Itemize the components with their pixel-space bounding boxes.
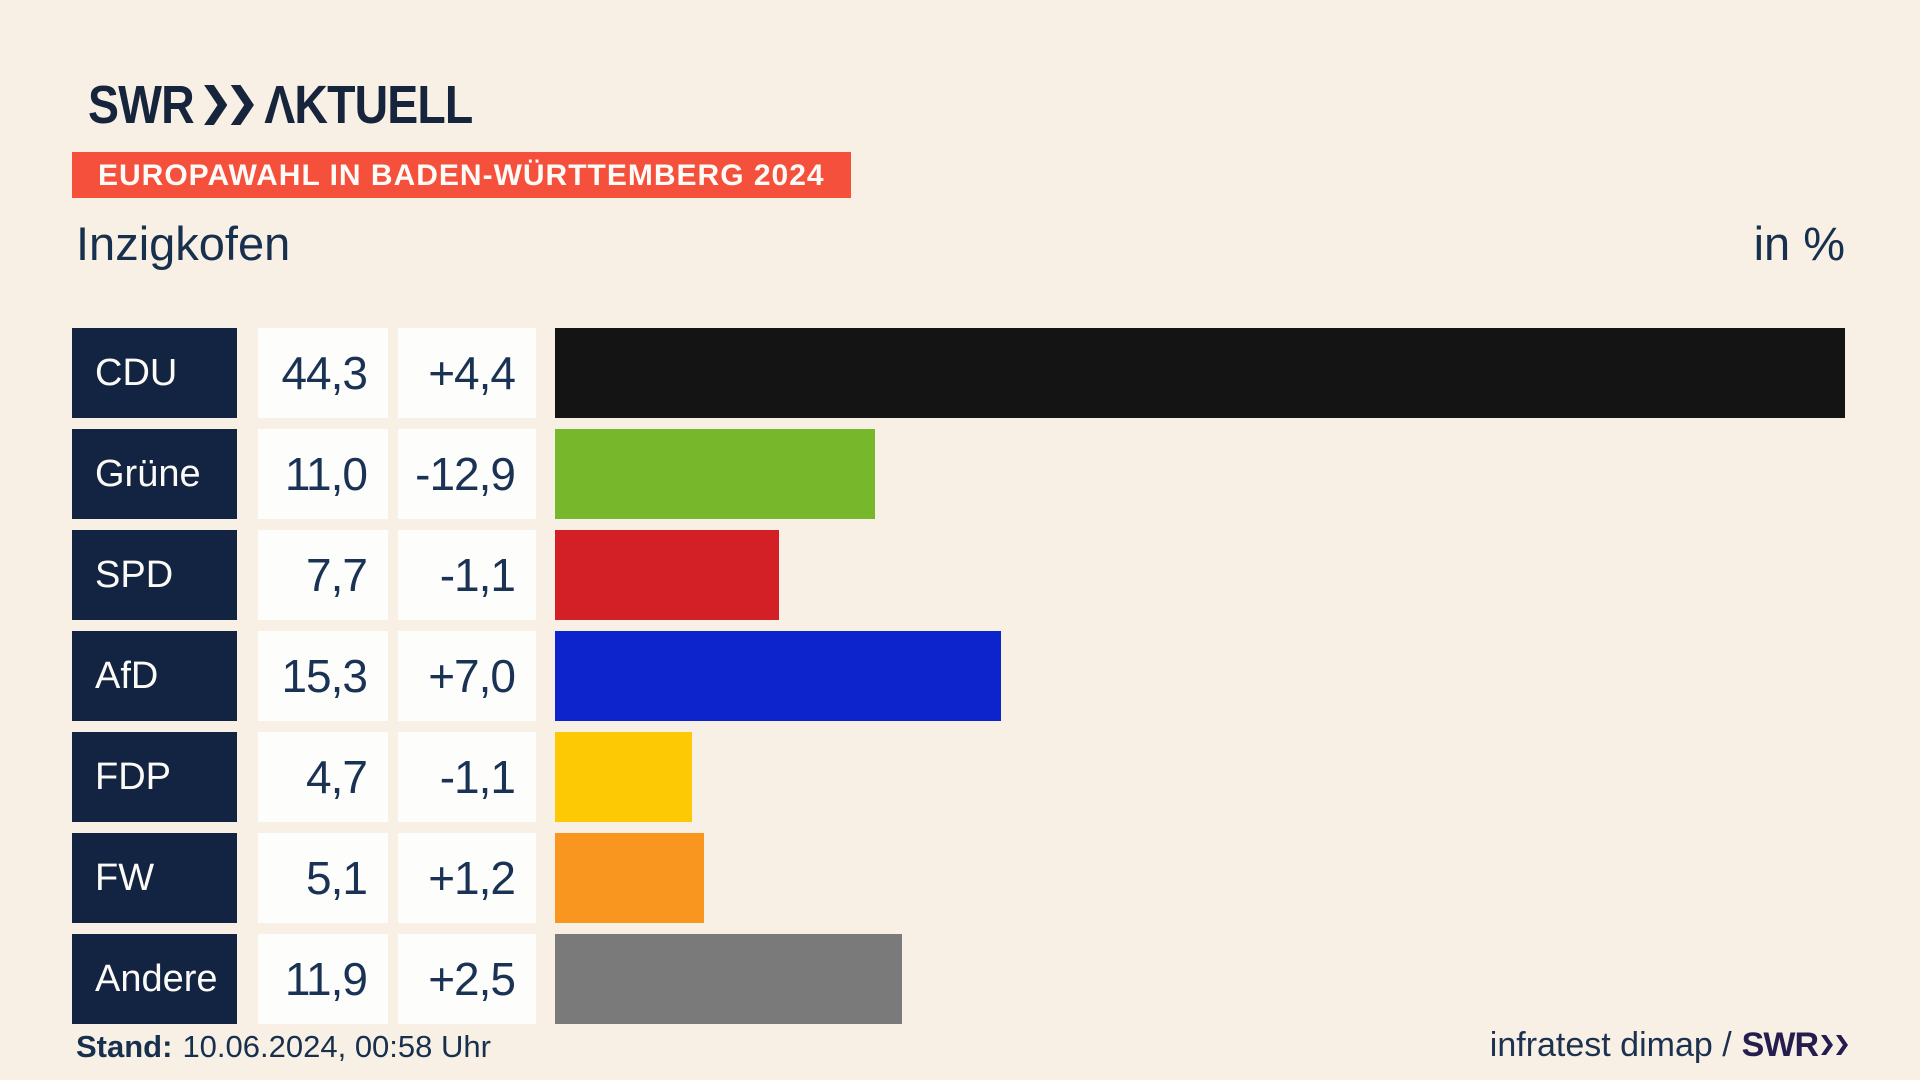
municipality-title: Inzigkofen: [76, 217, 291, 270]
stand-value: 10.06.2024, 00:58 Uhr: [182, 1029, 491, 1064]
party-value-box: 4,7: [258, 732, 388, 822]
bar-afd: [555, 631, 1001, 721]
party-value: 7,7: [306, 549, 368, 601]
party-name: Andere: [95, 957, 218, 1000]
stand-label: Stand:: [76, 1029, 173, 1064]
aktuell-logo-text: ΛKTUELL: [264, 75, 473, 135]
party-change-box: -1,1: [398, 732, 536, 822]
party-value: 44,3: [281, 347, 368, 399]
bar-grune: [555, 429, 875, 519]
chevron-right-icon: [204, 85, 228, 125]
party-row-grune: Grüne 11,0 -12,9: [72, 429, 1848, 519]
results-bar-chart: CDU 44,3 +4,4 Grüne 11,0 -12,9: [72, 328, 1848, 1024]
party-row-fw: FW 5,1 +1,2: [72, 833, 1848, 923]
party-row-spd: SPD 7,7 -1,1: [72, 530, 1848, 620]
party-label-box: FDP: [72, 732, 237, 822]
swr-logo-small: SWR: [1742, 1022, 1848, 1068]
party-change-box: +1,2: [398, 833, 536, 923]
party-name: AfD: [95, 654, 159, 697]
party-label-box: Andere: [72, 934, 237, 1024]
bar-cdu: [555, 328, 1845, 418]
party-change: +7,0: [428, 650, 516, 702]
party-change: +4,4: [428, 347, 516, 399]
election-banner: EUROPAWAHL IN BADEN-WÜRTTEMBERG 2024: [72, 152, 851, 198]
party-value: 11,0: [284, 448, 368, 500]
party-name: FDP: [95, 755, 171, 798]
party-value-box: 7,7: [258, 530, 388, 620]
party-value-box: 11,9: [258, 934, 388, 1024]
party-change: -1,1: [439, 549, 516, 601]
party-value-box: 44,3: [258, 328, 388, 418]
chevron-right-icon: [230, 85, 254, 125]
party-name: FW: [95, 856, 155, 899]
unit-label: in %: [1753, 217, 1845, 270]
party-row-andere: Andere 11,9 +2,5: [72, 934, 1848, 1024]
party-value-box: 11,0: [258, 429, 388, 519]
party-value-box: 5,1: [258, 833, 388, 923]
chevron-right-icon: [1821, 1035, 1833, 1055]
party-change-box: -1,1: [398, 530, 536, 620]
party-name: Grüne: [95, 452, 201, 495]
party-change: +1,2: [428, 852, 516, 904]
party-change: -1,1: [439, 751, 516, 803]
swr-aktuell-logo: SWR ΛKTUELL: [88, 75, 473, 135]
party-label-box: CDU: [72, 328, 237, 418]
bar-fdp: [555, 732, 692, 822]
party-row-cdu: CDU 44,3 +4,4: [72, 328, 1848, 418]
bar-fw: [555, 833, 704, 923]
party-change-box: +4,4: [398, 328, 536, 418]
party-change: -12,9: [415, 448, 516, 500]
party-change-box: +7,0: [398, 631, 536, 721]
party-label-box: SPD: [72, 530, 237, 620]
party-value: 11,9: [284, 953, 368, 1005]
party-change: +2,5: [428, 953, 516, 1005]
chevron-right-icon: [1836, 1035, 1848, 1055]
swr-logo-small-text: SWR: [1741, 1026, 1819, 1064]
party-value: 5,1: [306, 852, 368, 904]
swr-chevrons-icon: [204, 85, 254, 125]
party-value: 15,3: [281, 650, 368, 702]
party-name: CDU: [95, 351, 178, 394]
party-label-box: AfD: [72, 631, 237, 721]
party-name: SPD: [95, 553, 174, 596]
source-attribution: infratest dimap / SWR: [1490, 1022, 1848, 1068]
party-value-box: 15,3: [258, 631, 388, 721]
party-row-afd: AfD 15,3 +7,0: [72, 631, 1848, 721]
swr-logo-text: SWR: [88, 75, 195, 135]
timestamp: Stand: 10.06.2024, 00:58 Uhr: [76, 1026, 491, 1068]
party-row-fdp: FDP 4,7 -1,1: [72, 732, 1848, 822]
party-label-box: Grüne: [72, 429, 237, 519]
bar-andere: [555, 934, 902, 1024]
party-change-box: +2,5: [398, 934, 536, 1024]
source-text: infratest dimap /: [1489, 1026, 1732, 1064]
party-value: 4,7: [306, 751, 368, 803]
bar-spd: [555, 530, 779, 620]
party-label-box: FW: [72, 833, 237, 923]
party-change-box: -12,9: [398, 429, 536, 519]
